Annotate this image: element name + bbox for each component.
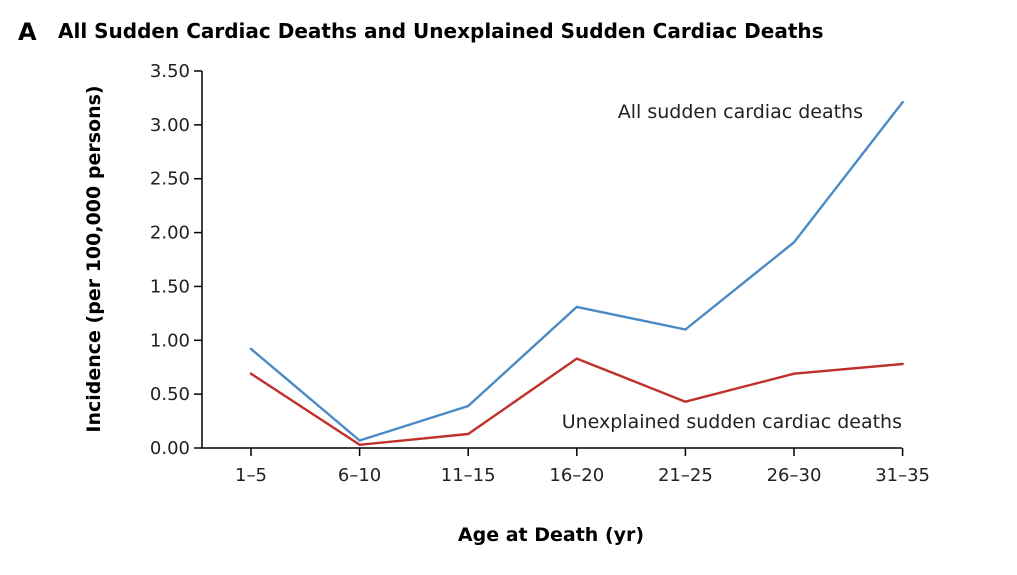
y-tick-label: 2.00 [150, 223, 190, 244]
y-axis-label: Incidence (per 100,000 persons) [83, 85, 105, 432]
y-tick-label: 3.50 [150, 61, 190, 82]
data-point-all-sudden-cardiac-deaths [684, 328, 687, 331]
data-point-all-sudden-cardiac-deaths [249, 347, 253, 351]
y-tick-label: 0.50 [150, 384, 190, 405]
chart-title: All Sudden Cardiac Deaths and Unexplaine… [58, 19, 824, 43]
x-tick-label: 16–20 [549, 465, 604, 486]
y-tick-label: 1.50 [150, 276, 190, 297]
x-tick-label: 6–10 [338, 465, 381, 486]
x-tick-label: 31–35 [875, 465, 930, 486]
data-point-all-sudden-cardiac-deaths [575, 305, 578, 309]
data-point-unexplained-sudden-cardiac-deaths [575, 357, 578, 360]
panel-letter: A [18, 18, 37, 46]
x-tick-label: 21–25 [658, 465, 713, 486]
x-tick-label: 11–15 [441, 465, 496, 486]
data-point-unexplained-sudden-cardiac-deaths [467, 432, 470, 436]
y-tick-label: 1.00 [150, 330, 190, 351]
data-point-unexplained-sudden-cardiac-deaths [684, 400, 687, 403]
data-point-all-sudden-cardiac-deaths [467, 404, 470, 408]
series-label-unexplained-sudden-cardiac-deaths: Unexplained sudden cardiac deaths [562, 411, 902, 433]
data-point-all-sudden-cardiac-deaths [901, 101, 904, 104]
y-tick-label: 3.00 [150, 115, 190, 136]
x-tick-label: 26–30 [767, 465, 822, 486]
x-axis-label: Age at Death (yr) [458, 524, 644, 546]
data-point-all-sudden-cardiac-deaths [792, 241, 796, 244]
series-group [249, 100, 904, 446]
y-tick-label: 2.50 [150, 169, 190, 190]
data-point-unexplained-sudden-cardiac-deaths [792, 372, 796, 375]
y-axis-ticks: 0.00 0.50 1.00 1.50 2.00 2.50 3.00 3.50 [150, 61, 202, 459]
data-point-unexplained-sudden-cardiac-deaths [358, 443, 361, 446]
series-label-all-sudden-cardiac-deaths: All sudden cardiac deaths [618, 101, 863, 123]
data-point-unexplained-sudden-cardiac-deaths [901, 362, 904, 366]
y-tick-label: 0.00 [150, 438, 190, 459]
x-axis-ticks: 1–5 6–10 11–15 16–20 21–25 26–30 31–35 [235, 448, 930, 486]
data-point-unexplained-sudden-cardiac-deaths [249, 372, 253, 375]
data-point-all-sudden-cardiac-deaths [358, 439, 361, 442]
x-tick-label: 1–5 [235, 465, 267, 486]
series-line-all-sudden-cardiac-deaths [249, 100, 904, 442]
